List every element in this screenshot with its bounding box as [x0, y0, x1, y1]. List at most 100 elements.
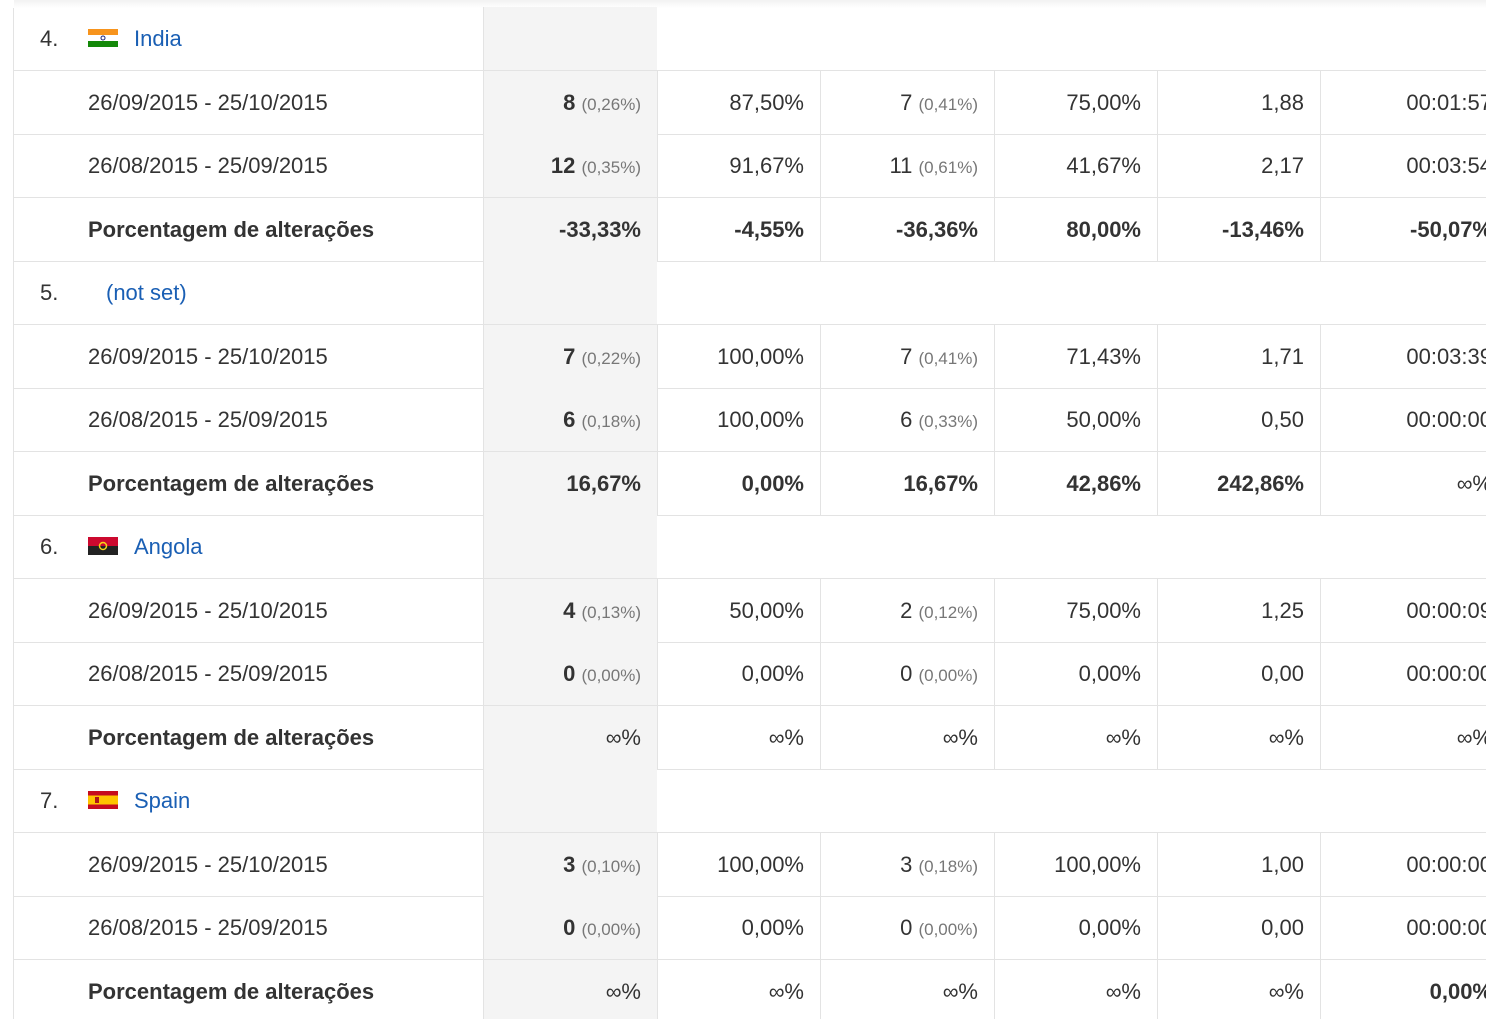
value-cell: 0 (0,00%): [483, 896, 657, 959]
data-row: 26/08/2015 - 25/09/2015 12 (0,35%) 91,67% 1…: [14, 134, 1486, 198]
value-cell: ∞%: [994, 959, 1157, 1019]
country-link[interactable]: Angola: [134, 534, 203, 559]
data-row: Porcentagem de alterações -33,33% -4,55% -3…: [14, 197, 1486, 262]
value-cell: 75,00%: [994, 578, 1157, 642]
value-cell: 7 (0,41%): [820, 70, 994, 134]
data-row: Porcentagem de alterações ∞% ∞% ∞% ∞% ∞% 0,00%: [14, 959, 1486, 1019]
value: 00:00:00: [1406, 407, 1486, 432]
value-cell: -36,36%: [820, 197, 994, 261]
value-cell: 3 (0,18%): [820, 832, 994, 896]
value: ∞%: [942, 724, 978, 750]
value: 75,00%: [1066, 89, 1141, 115]
value: ∞%: [1456, 724, 1486, 750]
data-row: 26/09/2015 - 25/10/2015 8 (0,26%) 87,50% 7 …: [14, 70, 1486, 135]
value-cell: 100,00%: [994, 832, 1157, 896]
value-cell: 6 (0,18%): [483, 388, 657, 451]
value-cell: 50,00%: [994, 388, 1157, 451]
value-cell: 0 (0,00%): [820, 642, 994, 705]
value: ∞%: [768, 978, 804, 1004]
value-cell: 42,86%: [994, 451, 1157, 515]
value: 3: [563, 851, 576, 877]
value: 71,43%: [1066, 343, 1141, 369]
value: ∞%: [1105, 978, 1141, 1004]
value-cell: 0,00%: [657, 451, 820, 515]
value: ∞%: [942, 978, 978, 1004]
value-cell: 1,00: [1157, 832, 1320, 896]
value: 6: [563, 407, 576, 432]
value: 4: [563, 597, 576, 623]
value: -36,36%: [896, 216, 978, 242]
value: 0: [563, 661, 576, 686]
value-cell: 00:03:39: [1320, 324, 1486, 388]
top-shadow: [14, 0, 1486, 8]
flag-icon: [88, 537, 118, 555]
value-cell: 0 (0,00%): [820, 896, 994, 959]
value: 0,00: [1261, 661, 1304, 686]
value: ∞%: [1268, 724, 1304, 750]
value-cell: 75,00%: [994, 70, 1157, 134]
share: (0,10%): [581, 856, 641, 876]
share: (0,41%): [918, 94, 978, 114]
value: ∞%: [605, 724, 641, 750]
row-label: 26/09/2015 - 25/10/2015: [88, 597, 328, 623]
value-cell: ∞%: [820, 705, 994, 769]
country-link[interactable]: (not set): [106, 280, 187, 305]
value-cell: 8 (0,26%): [483, 70, 657, 134]
grey-cell: [483, 7, 657, 70]
share: (0,18%): [581, 412, 641, 431]
value: 1,25: [1261, 597, 1304, 623]
value: 16,67%: [903, 470, 978, 496]
value-cell: -13,46%: [1157, 197, 1320, 261]
value: 7: [563, 343, 576, 369]
value-cell: 7 (0,41%): [820, 324, 994, 388]
value: 00:03:54: [1406, 153, 1486, 178]
value: ∞%: [1105, 724, 1141, 750]
row-label: Porcentagem de alterações: [88, 470, 375, 496]
value-cell: 11 (0,61%): [820, 134, 994, 197]
grey-cell: [483, 261, 657, 324]
value-cell: 00:00:00: [1320, 896, 1486, 959]
value-cell: 50,00%: [657, 578, 820, 642]
country-link[interactable]: Spain: [134, 788, 191, 813]
value: -33,33%: [559, 216, 641, 242]
value: 0,00%: [1078, 661, 1141, 686]
value: 0: [900, 915, 913, 940]
share: (0,00%): [918, 920, 978, 939]
value: 0: [563, 915, 576, 940]
row-label: 26/08/2015 - 25/09/2015: [88, 407, 328, 432]
value-cell: ∞%: [657, 959, 820, 1019]
share: (0,12%): [918, 602, 978, 622]
country-link[interactable]: India: [134, 26, 182, 51]
share: (0,00%): [581, 920, 641, 939]
value: 1,88: [1261, 89, 1304, 115]
value-cell: ∞%: [820, 959, 994, 1019]
value: 80,00%: [1066, 216, 1141, 242]
value: 50,00%: [1066, 407, 1141, 432]
value: ∞%: [1268, 978, 1304, 1004]
data-row: 26/09/2015 - 25/10/2015 7 (0,22%) 100,00% 7…: [14, 324, 1486, 389]
value: 0,00%: [741, 661, 804, 686]
value-cell: 00:00:00: [1320, 388, 1486, 451]
value: 12: [550, 153, 576, 178]
value-cell: 0,50: [1157, 388, 1320, 451]
value: 0,00%: [1078, 915, 1141, 940]
value: ∞%: [605, 978, 641, 1004]
share: (0,22%): [581, 348, 641, 368]
share: (0,35%): [581, 158, 641, 177]
value: 1,00: [1261, 851, 1304, 877]
value: 100,00%: [717, 851, 804, 877]
value-cell: 100,00%: [657, 324, 820, 388]
left-border: [13, 8, 14, 1019]
value: 0,00%: [741, 470, 804, 496]
value: 00:03:39: [1406, 343, 1486, 369]
value-cell: 00:01:57: [1320, 70, 1486, 134]
value-cell: ∞%: [1157, 959, 1320, 1019]
value-cell: 00:03:54: [1320, 134, 1486, 197]
rank: 6.: [40, 534, 59, 559]
group-row: 5. (not set): [14, 261, 1486, 325]
value-cell: 0,00%: [657, 896, 820, 959]
value: ∞%: [768, 724, 804, 750]
rank: 5.: [40, 280, 59, 305]
share: (0,33%): [918, 412, 978, 431]
